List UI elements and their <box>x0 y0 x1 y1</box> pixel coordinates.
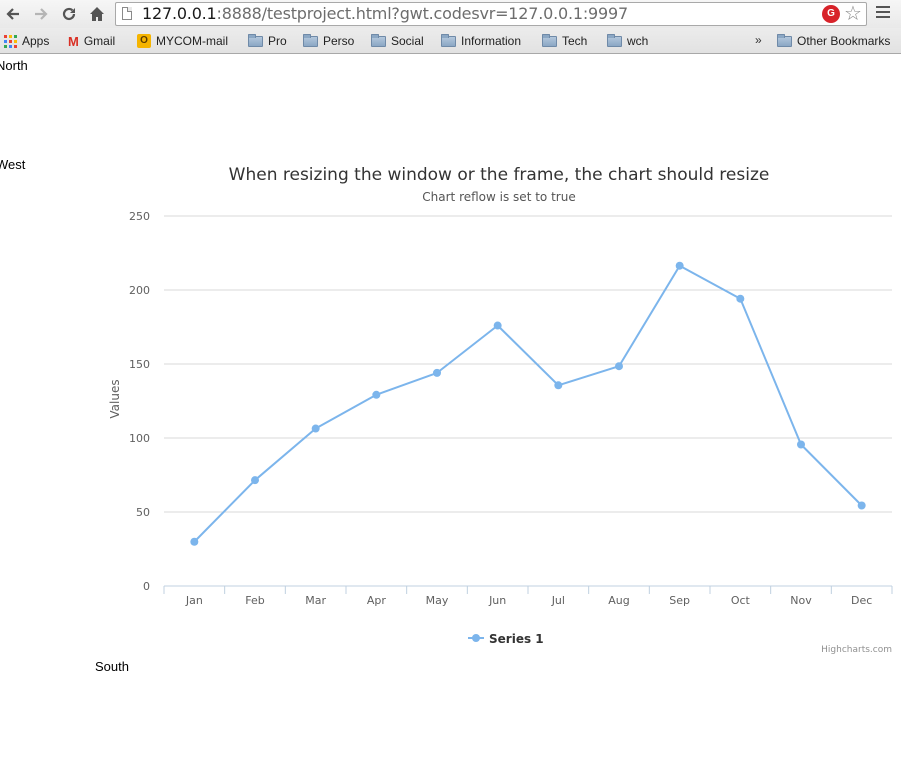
data-point[interactable] <box>433 368 441 377</box>
folder-icon <box>607 33 622 47</box>
bookmark-label: Perso <box>323 34 355 48</box>
data-point[interactable] <box>615 362 623 371</box>
data-point[interactable] <box>251 476 259 485</box>
extension-icon[interactable]: G <box>822 5 840 23</box>
credits-link[interactable]: Highcharts.com <box>821 645 892 655</box>
bookmark-mycom-mail[interactable]: O MYCOM-mail <box>137 32 228 50</box>
bookmark-label: Gmail <box>83 34 116 48</box>
folder-icon <box>248 33 263 47</box>
x-tick-label: Oct <box>731 594 751 607</box>
folder-icon <box>441 33 456 47</box>
star-icon[interactable]: ☆ <box>844 1 862 25</box>
mycom-icon: O <box>137 34 151 48</box>
address-bar[interactable]: 127.0.0.1:8888/testproject.html?gwt.code… <box>115 2 867 26</box>
data-point[interactable] <box>857 501 866 510</box>
data-point[interactable] <box>493 321 502 330</box>
apps-grid-icon <box>4 34 17 48</box>
y-tick-label: 0 <box>143 580 150 593</box>
x-tick-label: Apr <box>367 594 387 607</box>
y-tick-label: 250 <box>129 210 150 223</box>
data-point[interactable] <box>372 390 381 399</box>
x-tick-label: Nov <box>790 594 812 607</box>
arrow-right-icon <box>35 8 48 20</box>
browser-toolbar: 127.0.0.1:8888/testproject.html?gwt.code… <box>0 0 901 28</box>
data-point[interactable] <box>736 294 745 303</box>
series-1 <box>190 261 866 546</box>
x-tick-label: Jul <box>551 594 565 607</box>
west-panel-label: West <box>0 157 26 172</box>
x-tick-label: Mar <box>305 594 326 607</box>
home-icon <box>90 7 104 21</box>
data-point[interactable] <box>190 537 199 546</box>
x-tick-label: Jun <box>488 594 506 607</box>
bookmark-label: wch <box>627 34 649 48</box>
bookmark-label: Pro <box>268 34 287 48</box>
x-tick-label: Aug <box>608 594 629 607</box>
y-tick-label: 200 <box>129 284 150 297</box>
bookmarks-overflow-button[interactable]: » <box>755 33 762 47</box>
bookmark-pro[interactable]: Pro <box>248 32 287 50</box>
folder-icon <box>777 33 792 47</box>
x-axis: Jan Feb Mar Apr May Jun Jul Aug Sep Oct Nov Dec <box>163 585 893 607</box>
folder-icon <box>371 33 386 47</box>
data-point[interactable] <box>554 381 563 390</box>
x-tick-label: May <box>426 594 449 607</box>
bookmark-other-bookmarks[interactable]: Other Bookmarks <box>777 32 890 50</box>
data-point[interactable] <box>311 424 320 433</box>
series-line <box>193 264 863 543</box>
legend-item-label[interactable]: Series 1 <box>489 632 544 646</box>
x-tick-label: Sep <box>669 594 690 607</box>
back-button[interactable] <box>2 3 24 25</box>
x-tick-label: Dec <box>851 594 872 607</box>
bookmark-label: Social <box>391 34 424 48</box>
y-tick-label: 150 <box>129 358 150 371</box>
url-path: :8888/testproject.html?gwt.codesvr=127.0… <box>216 4 629 23</box>
legend-marker <box>472 634 480 642</box>
reload-icon <box>62 7 76 21</box>
bookmarks-bar: Apps M Gmail O MYCOM-mail Pro Perso Soci… <box>0 28 901 54</box>
bookmark-gmail[interactable]: M Gmail <box>68 32 115 50</box>
legend[interactable]: Series 1 <box>468 632 544 646</box>
folder-icon <box>303 33 318 47</box>
folder-icon <box>542 33 557 47</box>
arrow-left-icon <box>6 8 19 20</box>
y-tick-label: 100 <box>129 432 150 445</box>
y-axis-ticks: 0 50 100 150 200 250 <box>129 210 150 593</box>
gmail-icon: M <box>68 33 79 49</box>
home-button[interactable] <box>86 3 108 25</box>
hamburger-menu-icon[interactable] <box>876 6 890 20</box>
data-point[interactable] <box>797 440 805 449</box>
bookmark-tech[interactable]: Tech <box>542 32 587 50</box>
bookmark-perso[interactable]: Perso <box>303 32 354 50</box>
line-chart: When resizing the window or the frame, t… <box>108 165 893 655</box>
reload-button[interactable] <box>58 3 80 25</box>
url-host: 127.0.0.1 <box>142 4 217 23</box>
bookmark-label: MYCOM-mail <box>156 34 228 48</box>
forward-button[interactable] <box>30 3 52 25</box>
x-tick-label: Feb <box>245 594 264 607</box>
bookmark-wch[interactable]: wch <box>607 32 648 50</box>
chart-subtitle: Chart reflow is set to true <box>422 190 575 204</box>
data-point[interactable] <box>675 261 684 270</box>
bookmark-label: Apps <box>22 34 50 48</box>
chart-title: When resizing the window or the frame, t… <box>229 165 770 185</box>
south-panel-label: South <box>95 659 129 674</box>
y-tick-label: 50 <box>136 506 150 519</box>
x-tick-label: Jan <box>185 594 203 607</box>
bookmark-information[interactable]: Information <box>441 32 521 50</box>
bookmark-label: Information <box>461 34 522 48</box>
bookmark-social[interactable]: Social <box>371 32 424 50</box>
page-icon <box>122 7 132 20</box>
bookmark-label: Other Bookmarks <box>797 34 891 48</box>
bookmark-label: Tech <box>562 34 588 48</box>
grid-lines <box>164 215 892 513</box>
y-axis-title: Values <box>108 379 122 418</box>
url-text[interactable]: 127.0.0.1:8888/testproject.html?gwt.code… <box>142 5 628 23</box>
bookmark-apps[interactable]: Apps <box>4 32 49 50</box>
north-panel-label: North <box>0 58 28 73</box>
